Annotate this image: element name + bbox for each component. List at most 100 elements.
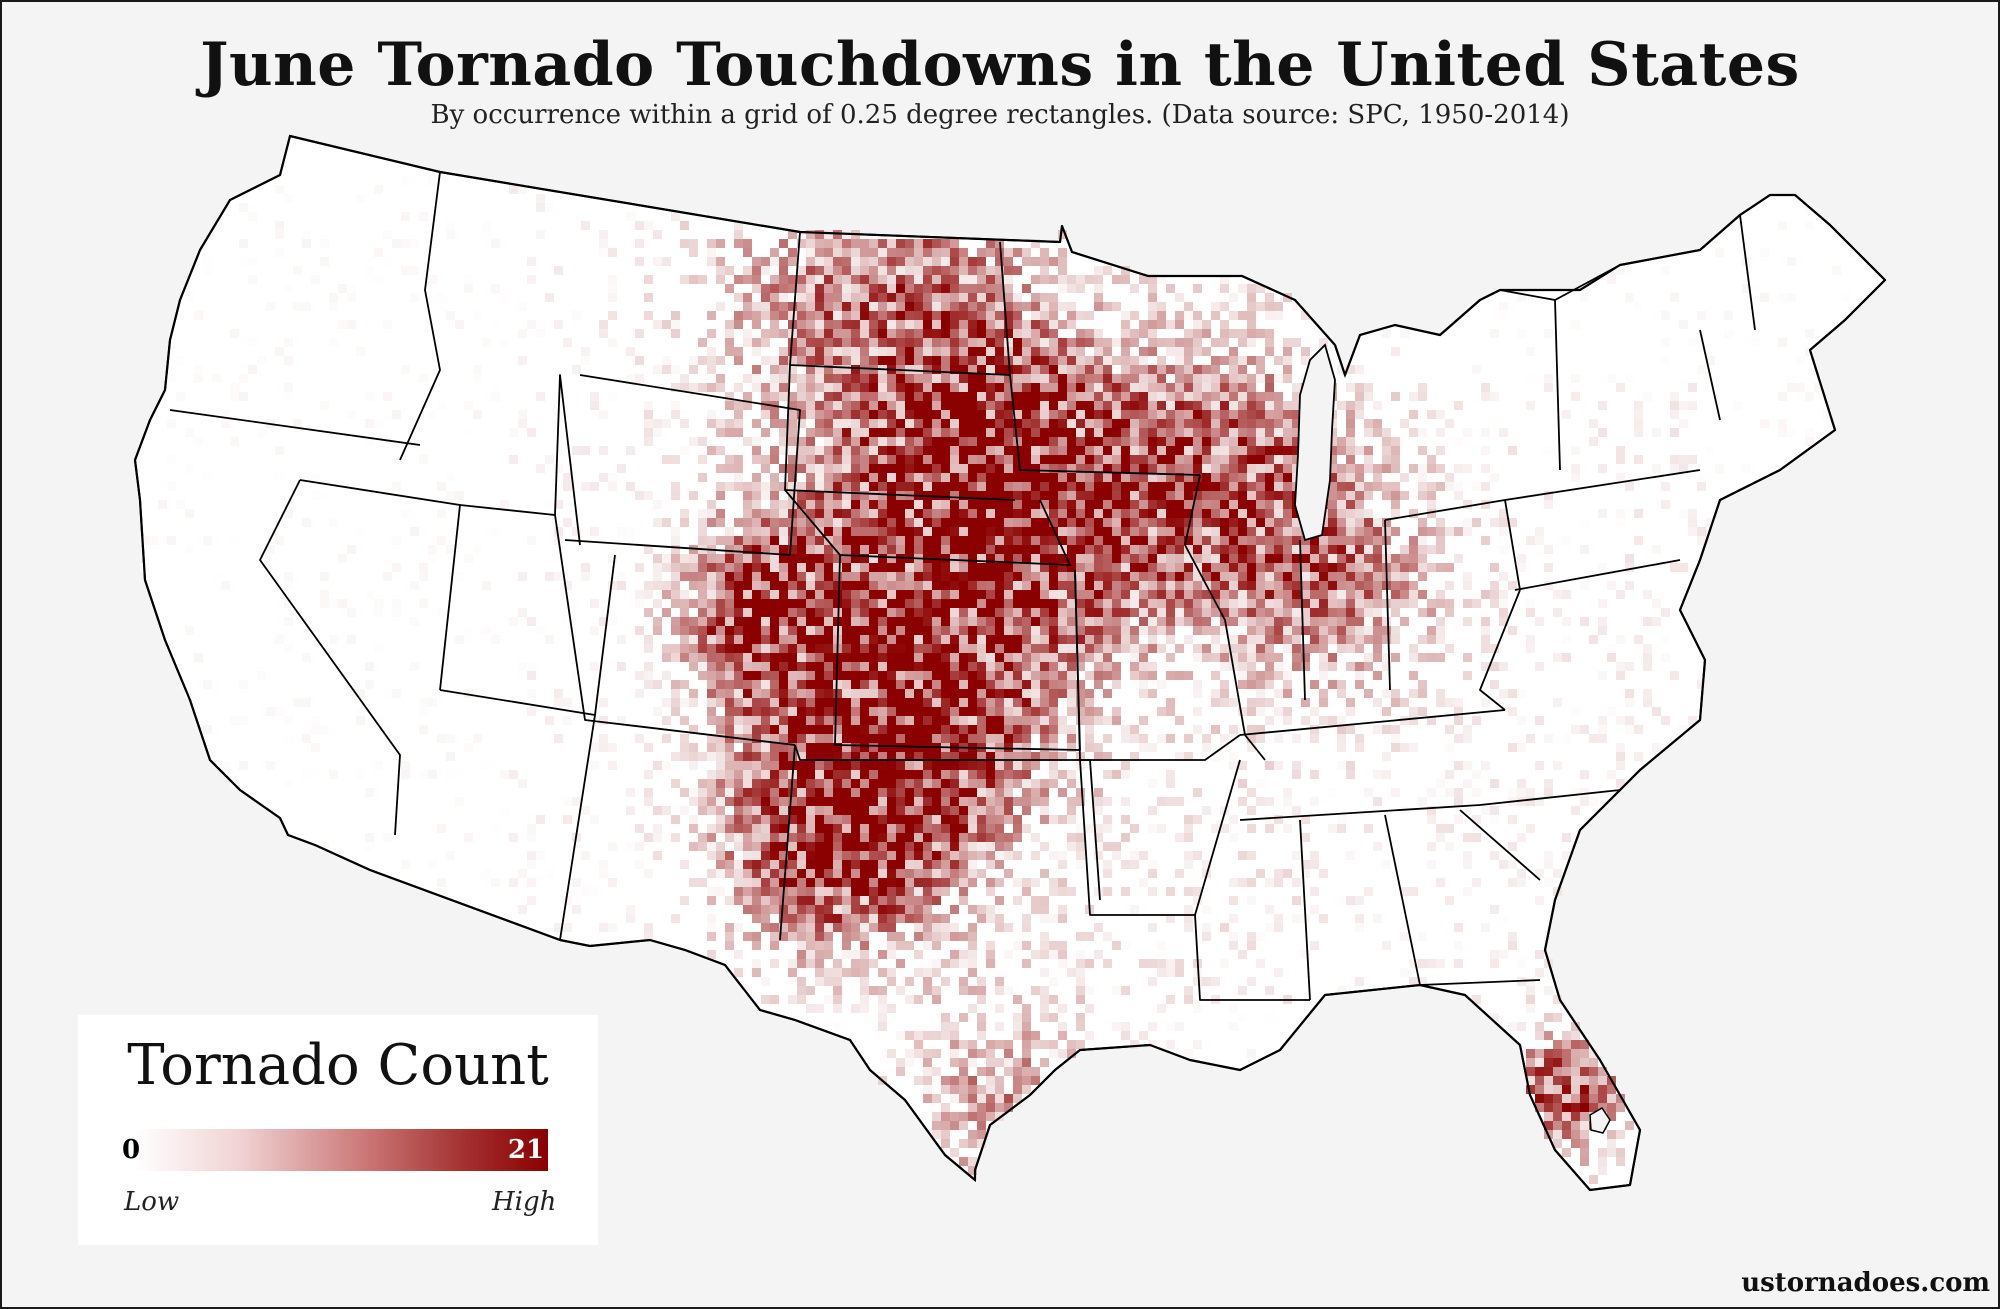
heat-cell <box>923 527 932 536</box>
heat-cell <box>1337 626 1346 635</box>
heat-cell <box>716 752 725 761</box>
heat-cell <box>1238 635 1247 644</box>
heat-cell <box>419 770 428 779</box>
heat-cell <box>401 212 410 221</box>
heat-cell <box>1058 248 1067 257</box>
heat-cell <box>941 572 950 581</box>
heat-cell <box>653 518 662 527</box>
heat-cell <box>860 383 869 392</box>
heat-cell <box>860 446 869 455</box>
heat-cell <box>986 392 995 401</box>
heat-cell <box>1013 410 1022 419</box>
heat-cell <box>878 599 887 608</box>
heat-cell <box>1256 527 1265 536</box>
heat-cell <box>1319 572 1328 581</box>
heat-cell <box>914 329 923 338</box>
heat-cell <box>914 446 923 455</box>
heat-cell <box>1238 545 1247 554</box>
heat-cell <box>1292 581 1301 590</box>
heat-cell <box>851 419 860 428</box>
heat-cell <box>806 446 815 455</box>
heat-cell <box>1049 815 1058 824</box>
heat-cell <box>1274 572 1283 581</box>
heat-cell <box>1598 599 1607 608</box>
heat-cell <box>1400 581 1409 590</box>
heat-cell <box>950 662 959 671</box>
heat-cell <box>950 689 959 698</box>
heat-cell <box>824 617 833 626</box>
heat-cell <box>320 599 329 608</box>
heat-cell <box>1247 302 1256 311</box>
heat-cell <box>1040 707 1049 716</box>
heat-cell <box>671 554 680 563</box>
heat-cell <box>923 284 932 293</box>
heat-cell <box>1067 275 1076 284</box>
heat-cell <box>1211 365 1220 374</box>
heat-cell <box>1652 545 1661 554</box>
heat-cell <box>1247 419 1256 428</box>
heat-cell <box>419 455 428 464</box>
heat-cell <box>986 455 995 464</box>
heat-cell <box>977 680 986 689</box>
heat-cell <box>788 608 797 617</box>
heat-cell <box>1094 464 1103 473</box>
heat-cell <box>797 401 806 410</box>
heat-cell <box>806 680 815 689</box>
heat-cell <box>1022 689 1031 698</box>
heat-cell <box>770 410 779 419</box>
heat-cell <box>329 599 338 608</box>
heat-cell <box>689 635 698 644</box>
heat-cell <box>896 248 905 257</box>
heat-cell <box>968 311 977 320</box>
heat-cell <box>1094 392 1103 401</box>
heat-cell <box>599 743 608 752</box>
heat-cell <box>860 482 869 491</box>
heat-cell <box>887 383 896 392</box>
heat-cell <box>1067 626 1076 635</box>
heat-cell <box>1301 626 1310 635</box>
heat-cell <box>185 545 194 554</box>
heat-cell <box>779 500 788 509</box>
heat-cell <box>1220 392 1229 401</box>
heat-cell <box>1049 662 1058 671</box>
heat-cell <box>1031 707 1040 716</box>
heat-cell <box>1085 491 1094 500</box>
heat-cell <box>689 644 698 653</box>
heat-cell <box>1148 617 1157 626</box>
heat-cell <box>1067 572 1076 581</box>
heat-cell <box>761 527 770 536</box>
heat-cell <box>1130 401 1139 410</box>
heat-cell <box>1319 662 1328 671</box>
heat-cell <box>1013 554 1022 563</box>
heat-cell <box>833 554 842 563</box>
heat-cell <box>1193 473 1202 482</box>
heat-cell <box>1040 671 1049 680</box>
heat-cell <box>1337 617 1346 626</box>
heat-cell <box>653 500 662 509</box>
heat-cell <box>1157 437 1166 446</box>
heat-cell <box>725 797 734 806</box>
heat-cell <box>752 311 761 320</box>
heat-cell <box>806 599 815 608</box>
heat-cell <box>860 455 869 464</box>
heat-cell <box>1085 527 1094 536</box>
heat-cell <box>1085 590 1094 599</box>
heat-cell <box>329 770 338 779</box>
heat-cell <box>536 392 545 401</box>
heat-cell <box>1643 662 1652 671</box>
heat-cell <box>761 581 770 590</box>
heat-cell <box>761 770 770 779</box>
heat-cell <box>932 392 941 401</box>
heat-cell <box>185 428 194 437</box>
heat-cell <box>1247 671 1256 680</box>
heat-cell <box>1337 725 1346 734</box>
heat-cell <box>1229 392 1238 401</box>
heat-cell <box>869 500 878 509</box>
heat-cell <box>1112 662 1121 671</box>
heat-cell <box>1049 383 1058 392</box>
heat-cell <box>662 563 671 572</box>
heat-cell <box>905 329 914 338</box>
heat-cell <box>1220 410 1229 419</box>
heat-cell <box>1283 473 1292 482</box>
heat-cell <box>1067 797 1076 806</box>
